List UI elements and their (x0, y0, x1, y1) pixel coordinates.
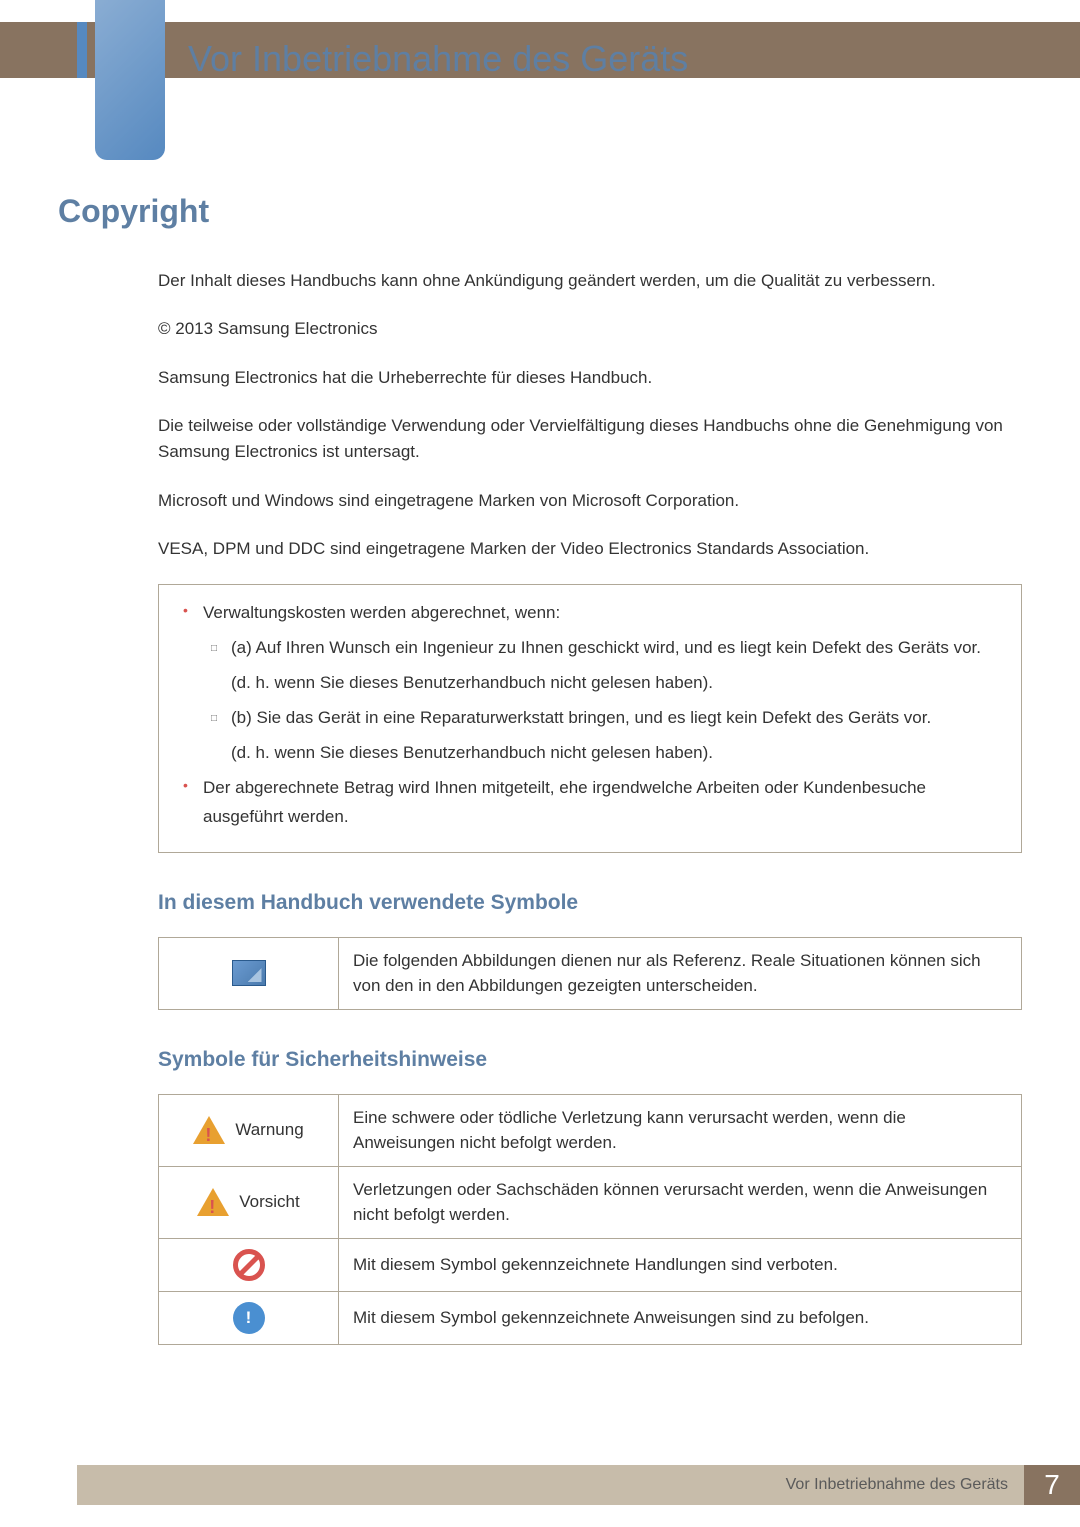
subsection-title: Symbole für Sicherheitshinweise (158, 1048, 1022, 1072)
table-row: Vorsicht Verletzungen oder Sachschäden k… (159, 1166, 1022, 1238)
prohibit-icon (233, 1249, 265, 1281)
header-accent (77, 22, 87, 78)
icon-cell (159, 1238, 339, 1291)
icon-label: Warnung (235, 1117, 303, 1143)
icon-cell (159, 937, 339, 1009)
sub-text-item: (d. h. wenn Sie dieses Benutzerhandbuch … (175, 739, 1005, 768)
table-row: Die folgenden Abbildungen dienen nur als… (159, 937, 1022, 1009)
description-cell: Eine schwere oder tödliche Verletzung ka… (339, 1094, 1022, 1166)
subsection-title: In diesem Handbuch verwendete Symbole (158, 891, 1022, 915)
paragraph: © 2013 Samsung Electronics (158, 316, 1022, 342)
note-icon (232, 960, 266, 986)
footer-bar: Vor Inbetriebnahme des Geräts 7 (77, 1465, 1080, 1505)
symbols-table-1: Die folgenden Abbildungen dienen nur als… (158, 937, 1022, 1010)
description-cell: Die folgenden Abbildungen dienen nur als… (339, 937, 1022, 1009)
icon-cell: ! (159, 1291, 339, 1344)
page-header-title: Vor Inbetriebnahme des Geräts (188, 38, 688, 80)
paragraph: Microsoft und Windows sind eingetragene … (158, 488, 1022, 514)
paragraph: Der Inhalt dieses Handbuchs kann ohne An… (158, 268, 1022, 294)
section-title: Copyright (58, 193, 1022, 230)
description-cell: Mit diesem Symbol gekennzeichnete Handlu… (339, 1238, 1022, 1291)
warning-icon (193, 1116, 225, 1144)
paragraph: VESA, DPM und DDC sind eingetragene Mark… (158, 536, 1022, 562)
table-row: Mit diesem Symbol gekennzeichnete Handlu… (159, 1238, 1022, 1291)
sub-bullet-item: (a) Auf Ihren Wunsch ein Ingenieur zu Ih… (175, 634, 1005, 663)
info-box: Verwaltungskosten werden abgerechnet, we… (158, 584, 1022, 852)
icon-label: Vorsicht (239, 1189, 299, 1215)
icon-cell: Warnung (159, 1094, 339, 1166)
bullet-item: Der abgerechnete Betrag wird Ihnen mitge… (175, 774, 1005, 832)
footer-text: Vor Inbetriebnahme des Geräts (786, 1476, 1008, 1494)
description-cell: Mit diesem Symbol gekennzeichnete Anweis… (339, 1291, 1022, 1344)
info-icon: ! (233, 1302, 265, 1334)
symbols-table-2: Warnung Eine schwere oder tödliche Verle… (158, 1094, 1022, 1345)
sub-bullet-item: (b) Sie das Gerät in eine Reparaturwerks… (175, 704, 1005, 733)
main-content: Copyright Der Inhalt dieses Handbuchs ka… (58, 115, 1022, 1345)
description-cell: Verletzungen oder Sachschäden können ver… (339, 1166, 1022, 1238)
page-number: 7 (1024, 1465, 1080, 1505)
bullet-item: Verwaltungskosten werden abgerechnet, we… (175, 599, 1005, 628)
table-row: Warnung Eine schwere oder tödliche Verle… (159, 1094, 1022, 1166)
caution-icon (197, 1188, 229, 1216)
paragraph: Die teilweise oder vollständige Verwendu… (158, 413, 1022, 466)
paragraph: Samsung Electronics hat die Urheberrecht… (158, 365, 1022, 391)
sub-text-item: (d. h. wenn Sie dieses Benutzerhandbuch … (175, 669, 1005, 698)
body-text: Der Inhalt dieses Handbuchs kann ohne An… (158, 268, 1022, 562)
table-row: ! Mit diesem Symbol gekennzeichnete Anwe… (159, 1291, 1022, 1344)
icon-cell: Vorsicht (159, 1166, 339, 1238)
